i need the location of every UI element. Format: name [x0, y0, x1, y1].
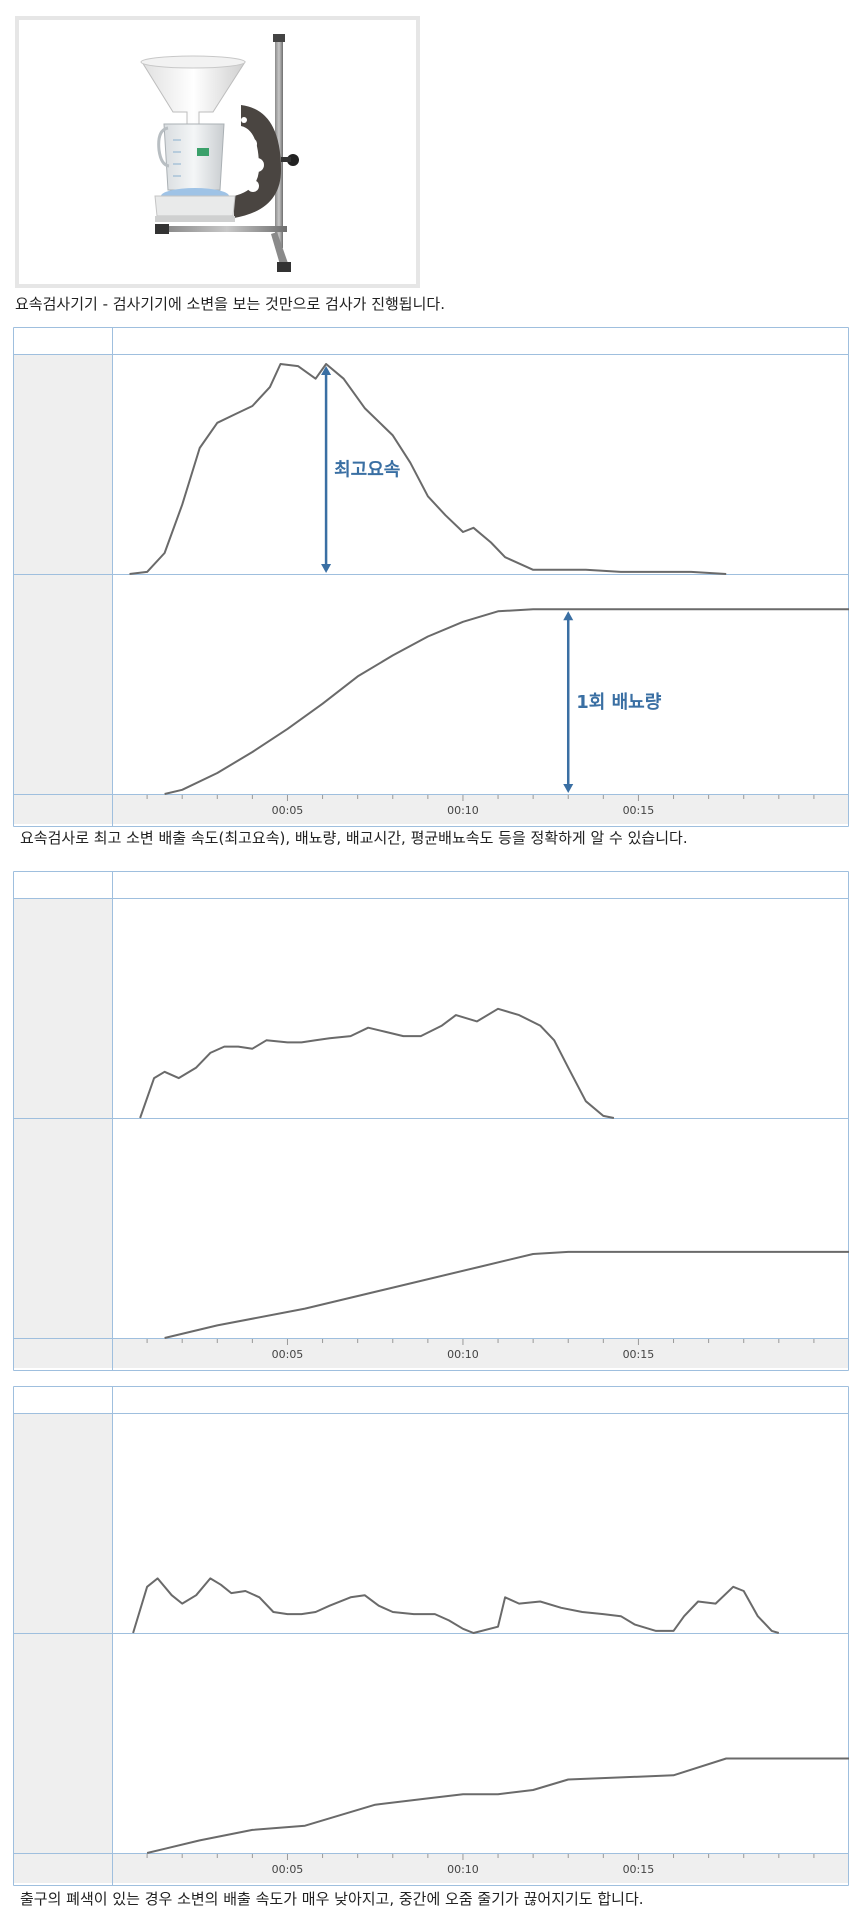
x-tick-label: 00:15: [623, 1348, 655, 1361]
x-tick-label: 00:10: [447, 804, 479, 817]
arrow-head-down: [563, 784, 574, 793]
voided-volume-line: [164, 1250, 849, 1339]
urine-flowmeter-image: [19, 20, 416, 284]
x-tick-label: 00:15: [623, 804, 655, 817]
arrow-head-up: [563, 611, 574, 621]
voided-volume-line: [164, 608, 849, 795]
x-tick-label: 00:15: [623, 1863, 655, 1876]
voided-volume-line: [146, 1757, 849, 1854]
x-tick-label: 00:10: [447, 1863, 479, 1876]
uroflow-chart-obstruction: 00:05 00:10 00:15: [13, 871, 849, 1371]
normal-chart-caption: 요속검사로 최고 소변 배출 속도(최고요속), 배뇨량, 배교시간, 평균배뇨…: [20, 829, 688, 847]
x-tick-label: 00:10: [447, 1348, 479, 1361]
uroflow-chart-interrupted: 00:05 00:10 00:15: [13, 1386, 849, 1886]
x-tick-label: 00:05: [272, 804, 304, 817]
x-tick-label: 00:05: [272, 1863, 304, 1876]
device-caption: 요속검사기기 - 검사기기에 소변을 보는 것만으로 검사가 진행됩니다.: [15, 295, 445, 313]
arrow-head-up: [321, 366, 332, 375]
obstruction-chart-caption: 출구의 폐색이 있는 경우 소변의 배출 속도가 매우 낮아지고, 중간에 오줌…: [20, 1890, 644, 1908]
flow-rate-line: [139, 1007, 615, 1119]
chart-svg-1: 00:05 00:10 00:15 최고요속 1회 배뇨량: [13, 327, 849, 827]
annotation-label: 최고요속: [334, 460, 400, 481]
flow-rate-line: [132, 1577, 780, 1634]
flow-rate-line: [129, 363, 727, 575]
arrow-head-down: [321, 564, 332, 573]
annotation-label: 1회 배뇨량: [576, 692, 661, 713]
time-axis-strip: [13, 1338, 849, 1368]
time-axis-strip: [13, 1853, 849, 1883]
chart-svg-3: 00:05 00:10 00:15: [13, 1386, 849, 1886]
x-tick-label: 00:05: [272, 1348, 304, 1361]
device-photo: [15, 16, 420, 288]
time-axis-strip: [13, 794, 849, 824]
chart-svg-2: 00:05 00:10 00:15: [13, 871, 849, 1371]
uroflow-chart-normal: 00:05 00:10 00:15 최고요속 1회 배뇨량: [13, 327, 849, 827]
